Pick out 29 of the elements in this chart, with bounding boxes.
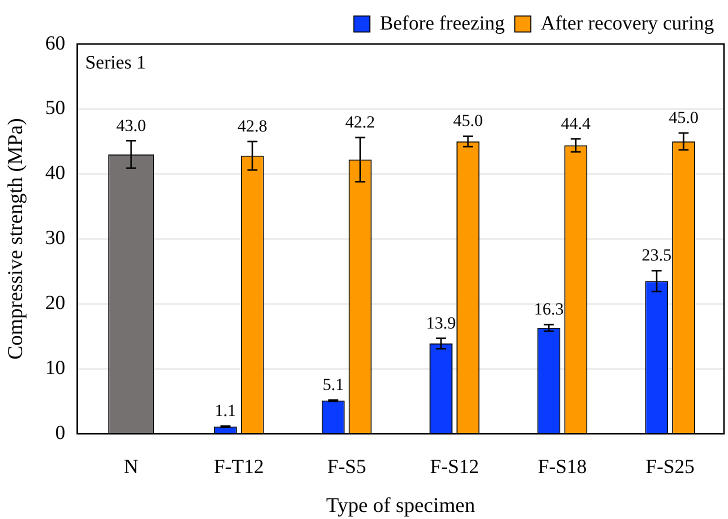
legend-label: Before freezing xyxy=(380,12,505,34)
y-tick-label: 60 xyxy=(45,32,66,54)
x-tick-label: N xyxy=(124,456,138,478)
x-tick-label: F-S12 xyxy=(430,456,479,478)
annotation: Series 1 xyxy=(85,52,146,74)
data-label: 23.5 xyxy=(642,246,672,265)
x-tick-label: F-S18 xyxy=(538,456,587,478)
data-label: 42.2 xyxy=(345,112,376,132)
y-tick-label: 50 xyxy=(45,97,66,120)
legend-label: After recovery curing xyxy=(540,12,714,34)
data-label: 45.0 xyxy=(668,108,698,127)
data-label: 44.4 xyxy=(560,114,592,133)
data-label: 43.0 xyxy=(116,116,146,135)
y-tick-label: 20 xyxy=(45,292,66,314)
y-axis-title: Compressive strength (MPa) xyxy=(3,118,28,360)
data-label: 13.9 xyxy=(426,313,456,332)
x-tick-label: F-S25 xyxy=(646,456,695,478)
y-tick-label: 10 xyxy=(45,357,66,380)
data-label: 42.8 xyxy=(238,116,268,136)
y-tick-label: 40 xyxy=(45,162,66,184)
y-tick-label: 0 xyxy=(55,422,66,444)
data-label: 16.3 xyxy=(534,300,564,319)
data-label: 5.1 xyxy=(322,374,344,394)
x-tick-label: F-S5 xyxy=(327,456,366,478)
x-tick-label: F-T12 xyxy=(214,456,264,478)
y-tick-label: 30 xyxy=(45,227,66,250)
data-label: 1.1 xyxy=(214,400,236,420)
data-label: 45.0 xyxy=(453,111,483,130)
x-axis-title: Type of specimen xyxy=(326,492,476,517)
